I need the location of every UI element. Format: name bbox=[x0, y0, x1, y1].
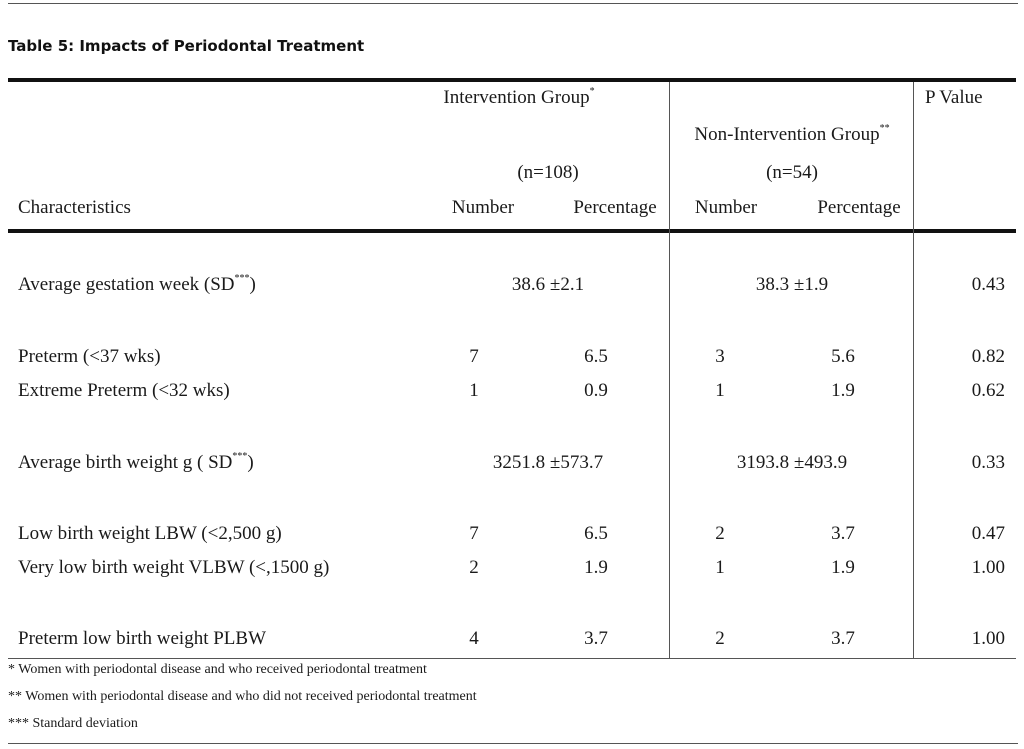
p-value-cell: 0.33 bbox=[971, 452, 1005, 473]
non-intervention-percentage-cell: 1.9 bbox=[831, 557, 855, 578]
header-bottom-rule bbox=[8, 229, 1016, 233]
table-bottom-rule bbox=[8, 658, 1016, 659]
row-label: Preterm low birth weight PLBW bbox=[18, 628, 267, 649]
non-intervention-group-header: Non-Intervention Group** bbox=[694, 123, 890, 145]
intervention-percentage-cell: 6.5 bbox=[584, 346, 608, 367]
intervention-mean-sd: 38.6 ±2.1 bbox=[511, 274, 585, 295]
p-value-cell: 0.47 bbox=[971, 523, 1005, 544]
intervention-number-cell: 4 bbox=[469, 628, 479, 649]
intervention-n: (n=108) bbox=[517, 162, 579, 183]
column-divider-pvalue bbox=[913, 82, 914, 658]
non-intervention-percentage-cell: 3.7 bbox=[831, 523, 855, 544]
intervention-group-header: Intervention Group* bbox=[443, 86, 595, 108]
row-label: Low birth weight LBW (<2,500 g) bbox=[18, 523, 282, 544]
non-intervention-mean-sd: 38.3 ±1.9 bbox=[755, 274, 829, 295]
row-label: Extreme Preterm (<32 wks) bbox=[18, 380, 230, 401]
non-intervention-n: (n=54) bbox=[766, 162, 818, 183]
page-bottom-rule bbox=[8, 743, 1018, 744]
p-value-cell: 0.82 bbox=[971, 346, 1005, 367]
non-intervention-number-cell: 2 bbox=[715, 628, 725, 649]
row-label: Preterm (<37 wks) bbox=[18, 346, 161, 367]
intervention-percentage-header: Percentage bbox=[573, 197, 657, 218]
intervention-percentage-cell: 0.9 bbox=[584, 380, 608, 401]
non-intervention-percentage-header: Percentage bbox=[817, 197, 901, 218]
non-intervention-number-cell: 1 bbox=[715, 380, 725, 401]
non-intervention-percentage-cell: 3.7 bbox=[831, 628, 855, 649]
characteristics-header: Characteristics bbox=[18, 197, 131, 218]
non-intervention-percentage-cell: 1.9 bbox=[831, 380, 855, 401]
non-intervention-percentage-cell: 5.6 bbox=[831, 346, 855, 367]
row-label: Average gestation week (SD***) bbox=[18, 273, 256, 295]
top-page-rule bbox=[8, 3, 1018, 4]
non-intervention-number-cell: 3 bbox=[715, 346, 725, 367]
non-intervention-number-cell: 1 bbox=[715, 557, 725, 578]
row-label: Very low birth weight VLBW (<,1500 g) bbox=[18, 557, 330, 578]
intervention-percentage-cell: 3.7 bbox=[584, 628, 608, 649]
intervention-percentage-cell: 6.5 bbox=[584, 523, 608, 544]
intervention-number-cell: 1 bbox=[469, 380, 479, 401]
row-label: Average birth weight g ( SD***) bbox=[18, 451, 254, 473]
p-value-header: P Value bbox=[925, 87, 983, 108]
intervention-number-cell: 2 bbox=[469, 557, 479, 578]
p-value-cell: 1.00 bbox=[971, 628, 1005, 649]
non-intervention-number-cell: 2 bbox=[715, 523, 725, 544]
intervention-number-cell: 7 bbox=[469, 523, 479, 544]
intervention-number-header: Number bbox=[451, 197, 515, 218]
table-top-rule bbox=[8, 78, 1016, 82]
non-intervention-mean-sd: 3193.8 ±493.9 bbox=[736, 452, 848, 473]
p-value-cell: 0.62 bbox=[971, 380, 1005, 401]
footnote: ** Women with periodontal disease and wh… bbox=[8, 689, 477, 704]
intervention-percentage-cell: 1.9 bbox=[584, 557, 608, 578]
column-divider-intervention bbox=[669, 82, 670, 658]
footnote: *** Standard deviation bbox=[8, 716, 138, 731]
intervention-number-cell: 7 bbox=[469, 346, 479, 367]
p-value-cell: 0.43 bbox=[971, 274, 1005, 295]
intervention-mean-sd: 3251.8 ±573.7 bbox=[492, 452, 604, 473]
p-value-cell: 1.00 bbox=[971, 557, 1005, 578]
footnote: * Women with periodontal disease and who… bbox=[8, 662, 427, 677]
non-intervention-number-header: Number bbox=[694, 197, 758, 218]
table-title: Table 5: Impacts of Periodontal Treatmen… bbox=[8, 37, 365, 55]
